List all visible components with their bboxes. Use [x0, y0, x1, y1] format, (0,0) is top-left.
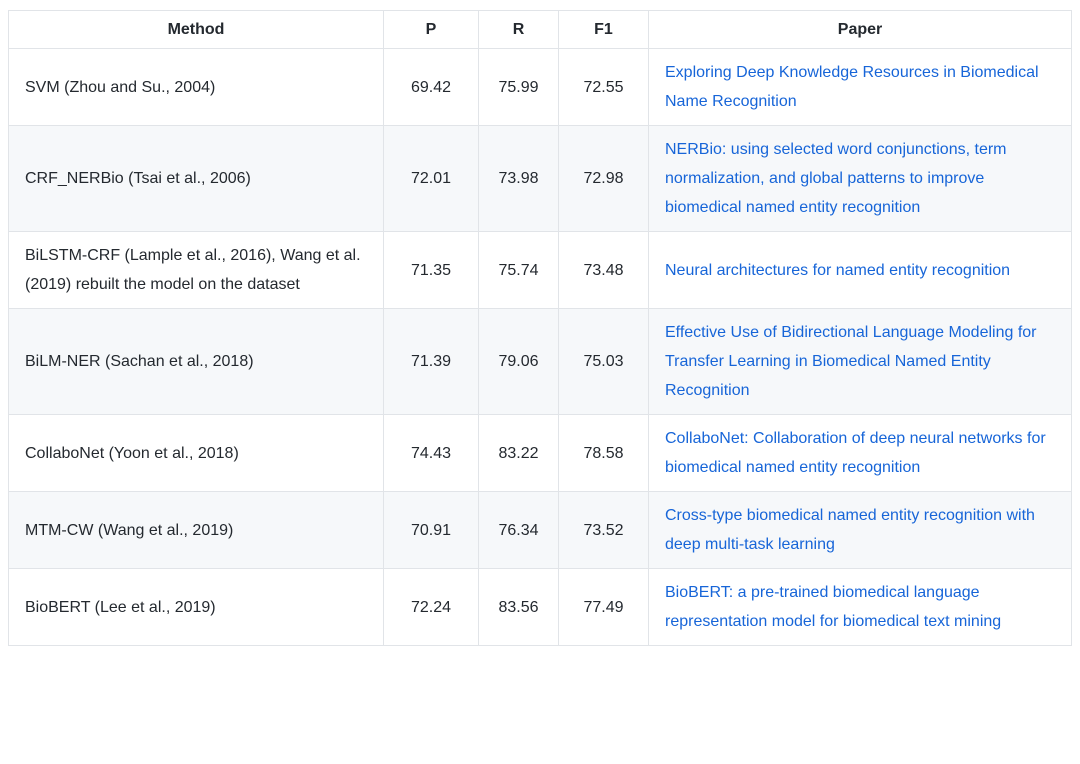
method-cell: BiLM-NER (Sachan et al., 2018) — [8, 308, 384, 415]
paper-link[interactable]: CollaboNet: Collaboration of deep neural… — [665, 430, 1046, 476]
column-header-recall: R — [478, 10, 559, 49]
precision-cell: 74.43 — [383, 414, 479, 492]
table-body: SVM (Zhou and Su., 2004) 69.42 75.99 72.… — [8, 48, 1072, 646]
paper-link[interactable]: Effective Use of Bidirectional Language … — [665, 324, 1037, 399]
table-row: BioBERT (Lee et al., 2019) 72.24 83.56 7… — [8, 568, 1072, 646]
method-cell: BioBERT (Lee et al., 2019) — [8, 568, 384, 646]
f1-cell: 77.49 — [558, 568, 649, 646]
recall-cell: 83.56 — [478, 568, 559, 646]
column-header-method: Method — [8, 10, 384, 49]
f1-cell: 75.03 — [558, 308, 649, 415]
paper-link[interactable]: NERBio: using selected word conjunctions… — [665, 141, 1007, 216]
paper-link[interactable]: Cross-type biomedical named entity recog… — [665, 507, 1035, 553]
column-header-f1: F1 — [558, 10, 649, 49]
recall-cell: 73.98 — [478, 125, 559, 232]
method-cell: CollaboNet (Yoon et al., 2018) — [8, 414, 384, 492]
method-cell: CRF_NERBio (Tsai et al., 2006) — [8, 125, 384, 232]
precision-cell: 69.42 — [383, 48, 479, 126]
table-row: SVM (Zhou and Su., 2004) 69.42 75.99 72.… — [8, 48, 1072, 126]
paper-cell: Cross-type biomedical named entity recog… — [648, 491, 1072, 569]
table-row: CollaboNet (Yoon et al., 2018) 74.43 83.… — [8, 414, 1072, 492]
table-row: BiLSTM-CRF (Lample et al., 2016), Wang e… — [8, 231, 1072, 309]
header-row: Method P R F1 Paper — [8, 10, 1072, 49]
recall-cell: 79.06 — [478, 308, 559, 415]
paper-link[interactable]: BioBERT: a pre-trained biomedical langua… — [665, 584, 1002, 630]
method-cell: MTM-CW (Wang et al., 2019) — [8, 491, 384, 569]
table-row: CRF_NERBio (Tsai et al., 2006) 72.01 73.… — [8, 125, 1072, 232]
recall-cell: 76.34 — [478, 491, 559, 569]
table-header: Method P R F1 Paper — [8, 10, 1072, 49]
benchmark-results-table: Method P R F1 Paper SVM (Zhou and Su., 2… — [8, 10, 1072, 646]
paper-cell: Neural architectures for named entity re… — [648, 231, 1072, 309]
column-header-paper: Paper — [648, 10, 1072, 49]
paper-cell: BioBERT: a pre-trained biomedical langua… — [648, 568, 1072, 646]
precision-cell: 72.01 — [383, 125, 479, 232]
f1-cell: 72.55 — [558, 48, 649, 126]
recall-cell: 83.22 — [478, 414, 559, 492]
paper-link[interactable]: Exploring Deep Knowledge Resources in Bi… — [665, 64, 1039, 110]
precision-cell: 71.39 — [383, 308, 479, 415]
precision-cell: 72.24 — [383, 568, 479, 646]
precision-cell: 71.35 — [383, 231, 479, 309]
table-row: BiLM-NER (Sachan et al., 2018) 71.39 79.… — [8, 308, 1072, 415]
recall-cell: 75.99 — [478, 48, 559, 126]
method-cell: BiLSTM-CRF (Lample et al., 2016), Wang e… — [8, 231, 384, 309]
f1-cell: 72.98 — [558, 125, 649, 232]
paper-cell: CollaboNet: Collaboration of deep neural… — [648, 414, 1072, 492]
f1-cell: 78.58 — [558, 414, 649, 492]
paper-cell: Effective Use of Bidirectional Language … — [648, 308, 1072, 415]
f1-cell: 73.52 — [558, 491, 649, 569]
table-row: MTM-CW (Wang et al., 2019) 70.91 76.34 7… — [8, 491, 1072, 569]
paper-cell: Exploring Deep Knowledge Resources in Bi… — [648, 48, 1072, 126]
recall-cell: 75.74 — [478, 231, 559, 309]
column-header-precision: P — [383, 10, 479, 49]
f1-cell: 73.48 — [558, 231, 649, 309]
paper-cell: NERBio: using selected word conjunctions… — [648, 125, 1072, 232]
precision-cell: 70.91 — [383, 491, 479, 569]
method-cell: SVM (Zhou and Su., 2004) — [8, 48, 384, 126]
paper-link[interactable]: Neural architectures for named entity re… — [665, 261, 1011, 279]
